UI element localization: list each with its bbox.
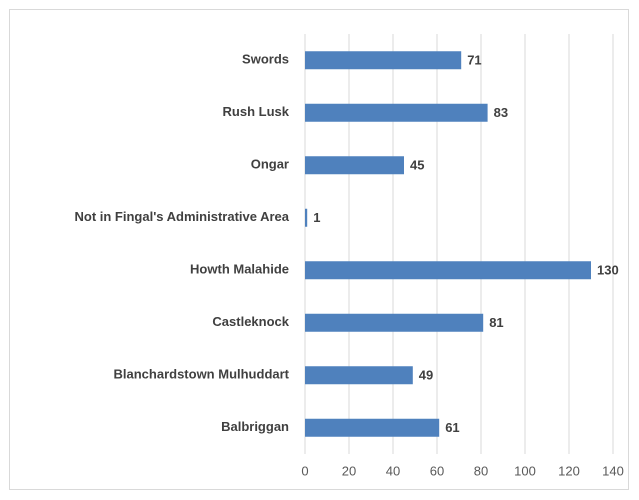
data-label: 83 <box>494 105 508 120</box>
bar <box>305 261 591 280</box>
x-tick-label: 140 <box>602 463 624 478</box>
y-tick-label: Balbriggan <box>221 419 289 434</box>
data-label: 71 <box>467 53 481 68</box>
y-tick-label: Castleknock <box>212 314 289 329</box>
y-tick-label: Blanchardstown Mulhuddart <box>114 367 290 382</box>
y-tick-label: Howth Malahide <box>190 262 289 277</box>
y-tick-label: Ongar <box>251 157 289 172</box>
x-tick-label: 80 <box>474 463 488 478</box>
bar <box>305 418 440 437</box>
y-tick-label: Not in Fingal's Administrative Area <box>75 209 290 224</box>
bar <box>305 313 484 332</box>
chart-frame <box>9 9 629 490</box>
bar <box>305 156 404 175</box>
x-tick-label: 40 <box>386 463 400 478</box>
bar <box>305 208 308 227</box>
data-label: 45 <box>410 158 424 173</box>
bar <box>305 366 413 385</box>
data-label: 1 <box>313 210 320 225</box>
bar <box>305 103 488 122</box>
y-tick-label: Rush Lusk <box>223 104 290 119</box>
data-label: 61 <box>445 420 459 435</box>
x-tick-label: 100 <box>514 463 536 478</box>
y-tick-label: Swords <box>242 52 289 67</box>
data-label: 81 <box>489 315 503 330</box>
x-tick-label: 60 <box>430 463 444 478</box>
x-tick-label: 20 <box>342 463 356 478</box>
x-tick-label: 0 <box>301 463 308 478</box>
x-tick-label: 120 <box>558 463 580 478</box>
bar <box>305 51 462 70</box>
data-label: 49 <box>419 368 433 383</box>
data-label: 130 <box>597 263 619 278</box>
